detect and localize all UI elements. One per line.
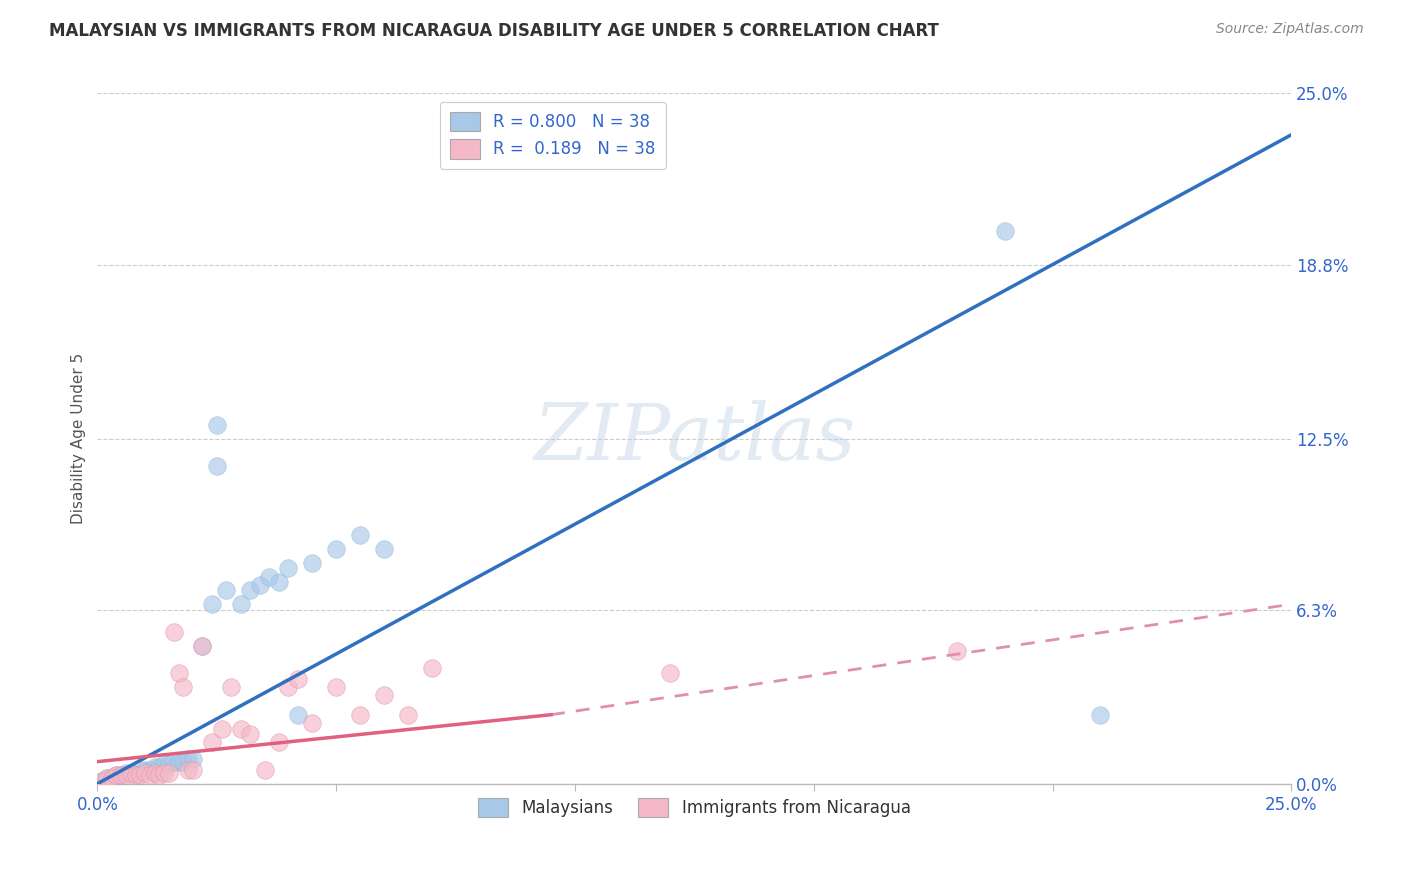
Text: MALAYSIAN VS IMMIGRANTS FROM NICARAGUA DISABILITY AGE UNDER 5 CORRELATION CHART: MALAYSIAN VS IMMIGRANTS FROM NICARAGUA D…	[49, 22, 939, 40]
Point	[191, 639, 214, 653]
Point	[124, 768, 146, 782]
Point	[163, 755, 186, 769]
Point	[148, 760, 170, 774]
Point	[1090, 707, 1112, 722]
Point	[946, 644, 969, 658]
Point	[148, 768, 170, 782]
Point	[96, 771, 118, 785]
Point	[373, 689, 395, 703]
Point	[325, 680, 347, 694]
Point	[115, 765, 138, 780]
Point	[267, 735, 290, 749]
Point	[105, 768, 128, 782]
Point	[229, 597, 252, 611]
Point	[259, 569, 281, 583]
Point	[349, 707, 371, 722]
Point	[172, 755, 194, 769]
Point	[139, 763, 162, 777]
Point	[172, 680, 194, 694]
Point	[163, 624, 186, 639]
Point	[100, 771, 122, 785]
Point	[110, 768, 132, 782]
Point	[124, 768, 146, 782]
Point	[139, 768, 162, 782]
Point	[349, 528, 371, 542]
Point	[219, 680, 242, 694]
Point	[181, 752, 204, 766]
Point	[177, 763, 200, 777]
Point	[277, 561, 299, 575]
Legend: Malaysians, Immigrants from Nicaragua: Malaysians, Immigrants from Nicaragua	[471, 791, 917, 823]
Point	[177, 752, 200, 766]
Point	[211, 722, 233, 736]
Point	[167, 755, 190, 769]
Point	[181, 763, 204, 777]
Point	[120, 765, 142, 780]
Point	[301, 716, 323, 731]
Point	[201, 735, 224, 749]
Point	[96, 771, 118, 785]
Point	[110, 768, 132, 782]
Point	[191, 639, 214, 653]
Point	[153, 765, 176, 780]
Point	[659, 666, 682, 681]
Point	[215, 583, 238, 598]
Text: Source: ZipAtlas.com: Source: ZipAtlas.com	[1216, 22, 1364, 37]
Point	[373, 541, 395, 556]
Point	[129, 768, 152, 782]
Point	[100, 771, 122, 785]
Point	[267, 575, 290, 590]
Point	[129, 763, 152, 777]
Text: ZIPatlas: ZIPatlas	[533, 401, 855, 476]
Point	[239, 583, 262, 598]
Point	[253, 763, 276, 777]
Point	[143, 765, 166, 780]
Point	[301, 556, 323, 570]
Point	[153, 757, 176, 772]
Point	[277, 680, 299, 694]
Point	[287, 707, 309, 722]
Point	[229, 722, 252, 736]
Point	[115, 768, 138, 782]
Point	[167, 666, 190, 681]
Point	[994, 224, 1017, 238]
Point	[420, 661, 443, 675]
Point	[134, 765, 156, 780]
Point	[287, 672, 309, 686]
Point	[205, 417, 228, 432]
Point	[134, 763, 156, 777]
Point	[157, 757, 180, 772]
Point	[105, 768, 128, 782]
Point	[91, 774, 114, 789]
Point	[120, 765, 142, 780]
Point	[91, 774, 114, 789]
Point	[157, 765, 180, 780]
Point	[239, 727, 262, 741]
Point	[325, 541, 347, 556]
Point	[143, 760, 166, 774]
Point	[249, 578, 271, 592]
Y-axis label: Disability Age Under 5: Disability Age Under 5	[72, 353, 86, 524]
Point	[205, 459, 228, 474]
Point	[201, 597, 224, 611]
Point	[396, 707, 419, 722]
